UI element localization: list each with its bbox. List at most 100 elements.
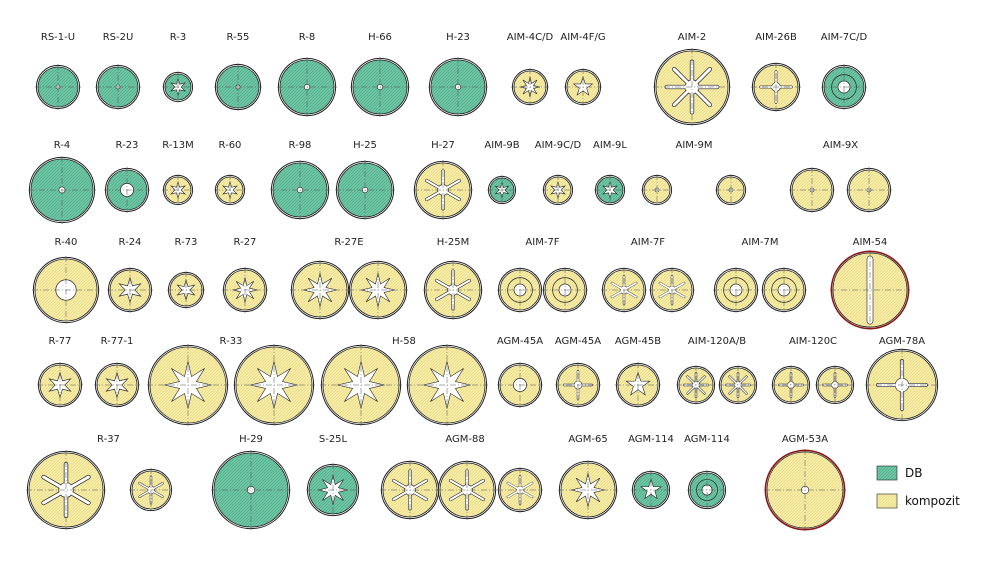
grain-cross-section: H-29 (211, 434, 291, 530)
grain-label: R-33 (220, 336, 243, 347)
inhibitor-ring (764, 449, 846, 531)
grain-cross-section: R-77-1 (94, 336, 140, 408)
grain-cross-section: AIM-9L (593, 140, 627, 206)
grain-label: AIM-7M (741, 237, 778, 248)
grain-label: RS-1-U (41, 32, 75, 43)
grain-cross-section: H-27 (413, 140, 473, 220)
grain-label: AGM-45B (615, 336, 661, 347)
grain-label: AGM-45A (555, 336, 601, 347)
grain-cross-section: AIM-9C/D (535, 140, 582, 206)
grain-label: H-27 (431, 140, 455, 151)
grain-label: H-29 (239, 434, 263, 445)
grain-cross-section: H-58 (320, 336, 488, 426)
grain-cross-section: AGM-45A (555, 336, 601, 408)
grain-cross-section: AIM-7M (713, 237, 807, 313)
grain-cross-section: AGM-88 (380, 434, 543, 520)
grain-cross-section: AGM-65 (558, 434, 618, 520)
grain-cross-section: R-60 (214, 140, 246, 206)
grain-cross-section: AGM-45B (615, 336, 661, 408)
grain-cross-section: RS-2U (95, 32, 141, 110)
grain-label: AGM-45A (497, 336, 543, 347)
grain-label: H-25 (353, 140, 377, 151)
grain-cross-section: R-98 (270, 140, 330, 220)
grain-cross-section: H-25M (423, 237, 483, 320)
grain-label: AIM-9C/D (535, 140, 582, 151)
grain-cross-section: AIM-9M (641, 140, 747, 206)
grain-label: AIM-4F/G (560, 32, 605, 43)
grain-cross-section: AGM-114 (684, 434, 730, 510)
grain-cross-section: AIM-7F (601, 237, 695, 313)
grain-label: AIM-9M (675, 140, 712, 151)
grain-cross-section: AIM-4F/G (560, 32, 606, 106)
grain-cross-section: R-8 (277, 32, 337, 117)
grain-cross-section: R-73 (167, 237, 205, 309)
grain-label: AIM-54 (853, 237, 888, 248)
grain-label: AGM-114 (684, 434, 730, 445)
grain-label: AGM-78A (879, 336, 925, 347)
grain-label: H-25M (437, 237, 469, 248)
grain-label: AIM-120C (789, 336, 837, 347)
grain-cross-section: R-24 (107, 237, 153, 313)
inhibitor-ring (830, 250, 910, 330)
grain-label: R-77 (49, 336, 72, 347)
grain-label: H-23 (446, 32, 470, 43)
grain-label: AIM-9B (484, 140, 519, 151)
grain-label: R-13M (162, 140, 194, 151)
grain-cross-section: AGM-78A (865, 336, 939, 422)
grain-cross-section: AIM-9X (789, 140, 892, 213)
grain-cross-section: AIM-9B (484, 140, 520, 205)
grain-cross-section: R-27 (222, 237, 268, 313)
grain-label: R-60 (219, 140, 242, 151)
grain-label: R-77-1 (101, 336, 134, 347)
grain-cross-section: R-40 (32, 237, 100, 324)
grain-cross-section: AIM-26B (751, 32, 801, 112)
grain-cross-section: R-27E (290, 237, 408, 320)
legend-label-db: DB (905, 466, 922, 480)
grain-cross-section: AIM-120C (771, 336, 855, 405)
grain-cross-section: AIM-2 (653, 32, 731, 126)
grain-label: AGM-114 (628, 434, 674, 445)
grain-label: R-24 (119, 237, 142, 248)
grain-cross-section: S-25L (306, 434, 360, 517)
grain-label: AGM-53A (782, 434, 828, 445)
grain-cross-section: R-4 (28, 140, 96, 224)
grain-label: AIM-9L (593, 140, 627, 151)
grain-label: AIM-7F (525, 237, 559, 248)
grain-label: AIM-26B (755, 32, 797, 43)
legend-label-kompozit: kompozit (905, 494, 960, 508)
grain-label: AIM-2 (678, 32, 706, 43)
grain-label: R-8 (299, 32, 316, 43)
grain-label: R-4 (54, 140, 71, 151)
grain-label: R-27 (234, 237, 257, 248)
grain-cross-section: R-55 (214, 32, 262, 111)
grain-cross-section: AIM-4C/D (507, 32, 554, 106)
legend-item-kompozit: kompozit (876, 493, 960, 509)
grain-cross-section: H-66 (350, 32, 410, 117)
grain-cross-section: AIM-7C/D (821, 32, 868, 110)
grain-label: R-40 (55, 237, 78, 248)
grain-cross-section: R-37 (26, 434, 173, 530)
grain-label: S-25L (319, 434, 348, 445)
grain-cross-section: R-23 (104, 140, 150, 213)
grain-label: H-58 (392, 336, 416, 347)
grain-label: R-73 (175, 237, 198, 248)
grain-label: AIM-4C/D (507, 32, 554, 43)
grain-cross-section: AIM-120A/B (676, 336, 758, 405)
grain-label: R-23 (116, 140, 139, 151)
grain-label: AIM-7F (631, 237, 665, 248)
grain-cross-section: AIM-7F (497, 237, 588, 313)
grain-cross-section: H-23 (428, 32, 488, 117)
grain-label: R-37 (97, 434, 120, 445)
grain-cross-section: AGM-53A (764, 434, 846, 531)
grain-label: H-66 (368, 32, 392, 43)
grain-cross-section: RS-1-U (35, 32, 81, 110)
grain-cross-section: R-13M (162, 140, 194, 206)
grain-label: AGM-88 (445, 434, 484, 445)
grain-label: AIM-9X (823, 140, 858, 151)
grain-cross-section: H-25 (335, 140, 395, 220)
grain-label: R-98 (289, 140, 312, 151)
grain-cross-section: R-3 (162, 32, 194, 103)
grain-label: AIM-7C/D (821, 32, 868, 43)
